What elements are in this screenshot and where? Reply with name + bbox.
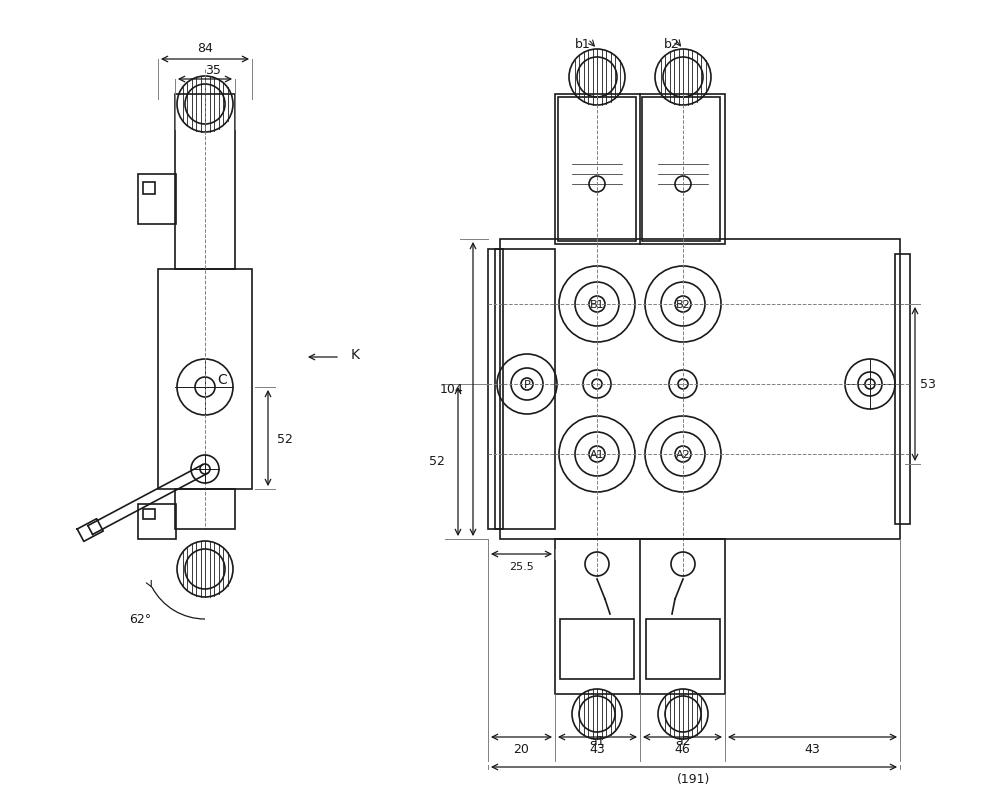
Text: 53: 53 <box>920 378 936 391</box>
Text: 43: 43 <box>804 743 820 755</box>
Bar <box>143 183 155 195</box>
Bar <box>555 95 725 245</box>
Bar <box>500 240 900 539</box>
Bar <box>495 249 555 529</box>
Text: A2: A2 <box>676 449 690 460</box>
Bar <box>488 249 503 529</box>
Text: C: C <box>217 373 227 387</box>
Text: B1: B1 <box>590 300 604 310</box>
Bar <box>555 539 725 695</box>
Bar <box>143 509 155 520</box>
Text: b1: b1 <box>575 38 591 51</box>
Text: B2: B2 <box>676 300 690 310</box>
Text: 104: 104 <box>440 383 464 396</box>
Text: 43: 43 <box>589 743 605 755</box>
Bar <box>138 175 176 225</box>
Bar <box>175 95 235 269</box>
Text: P: P <box>524 379 530 390</box>
Text: 25.5: 25.5 <box>509 561 533 571</box>
Bar <box>138 504 176 539</box>
Text: (191): (191) <box>677 772 711 785</box>
Bar <box>646 619 720 679</box>
Text: a1: a1 <box>589 735 605 747</box>
Text: 20: 20 <box>513 743 529 755</box>
Bar <box>642 98 720 241</box>
Text: b2: b2 <box>664 38 680 51</box>
Text: 35: 35 <box>205 63 221 76</box>
Text: 84: 84 <box>197 42 213 55</box>
Bar <box>158 269 252 489</box>
Text: 62°: 62° <box>129 613 151 626</box>
Text: a2: a2 <box>675 735 691 747</box>
Bar <box>560 619 634 679</box>
Text: K: K <box>351 347 360 362</box>
Bar <box>175 489 235 529</box>
Bar <box>558 98 636 241</box>
Bar <box>895 255 910 525</box>
Text: 46: 46 <box>674 743 690 755</box>
Text: A1: A1 <box>590 449 604 460</box>
Text: 52: 52 <box>429 455 445 468</box>
Text: 52: 52 <box>277 433 293 446</box>
